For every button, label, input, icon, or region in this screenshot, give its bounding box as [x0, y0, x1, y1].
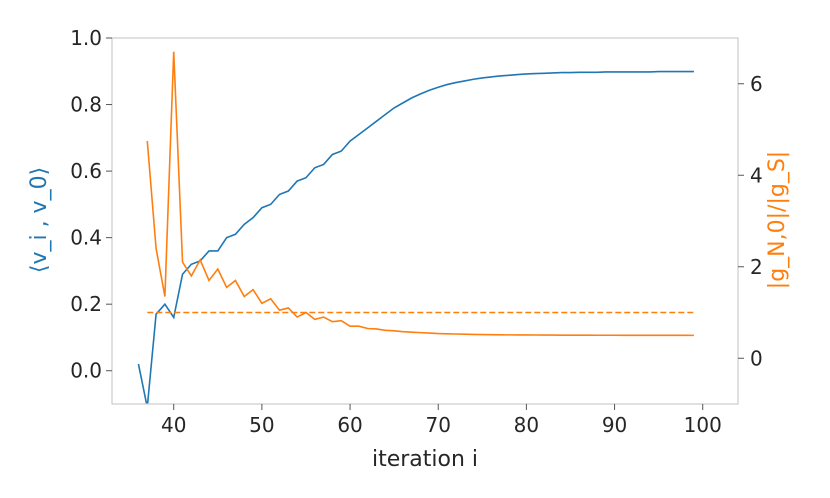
y-right-tick-label: 0	[750, 346, 763, 370]
x-tick-label: 50	[249, 413, 274, 437]
y-left-tick-label: 0.2	[70, 292, 102, 316]
y-left-axis-ticks: 0.0 0.2 0.4 0.6 0.8 1.0	[70, 26, 112, 383]
y-left-tick-label: 1.0	[70, 26, 102, 50]
y-left-tick-label: 0.8	[70, 93, 102, 117]
plot-frame	[111, 37, 739, 405]
y-left-axis-label: ⟨v_i , v_0⟩	[27, 167, 52, 273]
x-tick-label: 100	[684, 413, 722, 437]
x-tick-label: 80	[514, 413, 539, 437]
y-left-tick-label: 0.4	[70, 226, 102, 250]
x-axis-ticks: 40 50 60 70 80 90 100	[161, 404, 722, 437]
y-left-tick-label: 0.6	[70, 159, 102, 183]
x-tick-label: 40	[161, 413, 186, 437]
x-axis-label: iteration i	[372, 447, 478, 472]
y-right-tick-label: 4	[750, 163, 763, 187]
plot-area	[137, 51, 694, 404]
x-tick-label: 90	[602, 413, 627, 437]
y-right-axis-ticks: 0 2 4 6	[738, 72, 763, 370]
series-line-right	[146, 51, 694, 337]
y-right-tick-label: 6	[750, 72, 763, 96]
x-tick-label: 70	[425, 413, 450, 437]
series-line-left	[137, 70, 694, 404]
y-right-tick-label: 2	[750, 255, 763, 279]
x-tick-label: 60	[337, 413, 362, 437]
y-left-tick-label: 0.0	[70, 359, 102, 383]
y-right-axis-label: |g_N,0|/|g_S|	[765, 151, 790, 289]
